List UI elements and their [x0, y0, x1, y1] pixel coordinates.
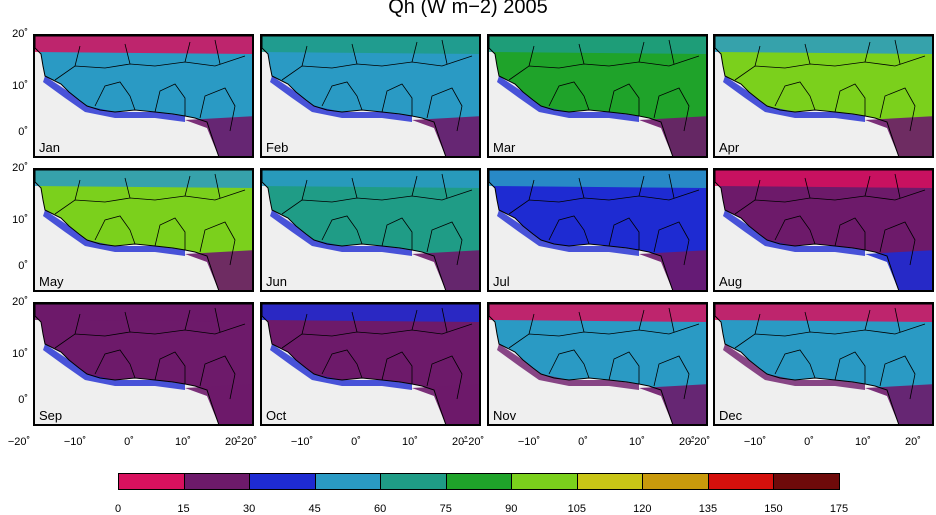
y-tick-label: 10˚ — [12, 214, 28, 226]
colorbar-label: 90 — [505, 503, 518, 515]
y-tick-label: 20˚ — [12, 296, 28, 308]
colorbar-label: 175 — [829, 503, 849, 515]
x-tick-label: 0˚ — [578, 436, 588, 448]
map-panel-jun: Jun — [260, 168, 481, 292]
month-label: Apr — [719, 140, 740, 155]
month-label: Jun — [266, 274, 287, 289]
colorbar-swatch — [773, 473, 840, 490]
y-tick-label: 10˚ — [12, 80, 28, 92]
month-label: Oct — [266, 408, 287, 423]
month-label: Aug — [719, 274, 743, 289]
month-label: Sep — [39, 408, 63, 423]
month-label: May — [39, 274, 64, 289]
map-panel-dec: Dec — [713, 302, 934, 426]
map-field — [35, 36, 252, 156]
map-field — [35, 170, 252, 290]
map-field — [715, 170, 932, 290]
x-tick-label: −10˚ — [290, 436, 314, 448]
colorbar-swatch — [380, 473, 447, 490]
x-tick-label: 20˚ — [225, 436, 241, 448]
colorbar-swatch — [511, 473, 578, 490]
colorbar-swatch — [118, 473, 185, 490]
map-panel-feb: Feb — [260, 34, 481, 158]
month-label: Dec — [719, 408, 743, 423]
y-tick-label: 10˚ — [12, 348, 28, 360]
month-label: Mar — [493, 140, 516, 155]
colorbar-swatch — [642, 473, 709, 490]
x-tick-label: 20˚ — [452, 436, 468, 448]
colorbar-label: 150 — [764, 503, 783, 515]
map-panel-may: May — [33, 168, 254, 292]
x-tick-label: 10˚ — [175, 436, 191, 448]
map-panel-jan: Jan — [33, 34, 254, 158]
x-tick-label: −10˚ — [63, 436, 87, 448]
colorbar-swatch — [249, 473, 316, 490]
colorbar-label: 135 — [698, 503, 718, 515]
map-field — [262, 36, 479, 156]
map-panel-sep: Sep — [33, 302, 254, 426]
map-panel-aug: Aug — [713, 168, 934, 292]
colorbar-label: 60 — [374, 503, 387, 515]
colorbar-label: 45 — [308, 503, 321, 515]
map-field — [715, 36, 932, 156]
colorbar-label: 15 — [177, 503, 190, 515]
map-panel-mar: Mar — [487, 34, 708, 158]
colorbar-label: 30 — [242, 503, 256, 515]
x-tick-label: −20˚ — [461, 436, 485, 448]
map-field — [262, 170, 479, 290]
month-label: Feb — [266, 140, 289, 155]
map-panel-jul: Jul — [487, 168, 708, 292]
map-field — [489, 170, 706, 290]
y-tick-label: 0˚ — [18, 126, 28, 138]
x-tick-label: 0˚ — [351, 436, 361, 448]
colorbar-label: 120 — [633, 503, 652, 515]
y-tick-label: 0˚ — [18, 260, 28, 272]
map-panel-nov: Nov — [487, 302, 708, 426]
colorbar-swatch — [183, 473, 251, 490]
x-tick-label: 20˚ — [905, 436, 921, 448]
map-panel-apr: Apr — [713, 34, 934, 158]
colorbar-swatch — [445, 473, 513, 490]
map-field — [715, 304, 932, 424]
colorbar-label: 105 — [567, 503, 586, 515]
x-tick-label: 10˚ — [402, 436, 418, 448]
x-tick-label: −10˚ — [517, 436, 541, 448]
month-label: Jan — [39, 140, 60, 155]
x-tick-label: −20˚ — [687, 436, 711, 448]
x-tick-label: −20˚ — [234, 436, 258, 448]
month-label: Nov — [493, 408, 517, 423]
y-tick-label: 0˚ — [18, 394, 28, 406]
x-tick-label: 20˚ — [679, 436, 695, 448]
colorbar-swatch — [314, 473, 382, 490]
figure-title: Qh (W m−2) 2005 — [388, 0, 548, 18]
x-tick-label: −10˚ — [743, 436, 767, 448]
x-tick-label: 10˚ — [629, 436, 645, 448]
colorbar-swatch — [576, 473, 644, 490]
map-panel-oct: Oct — [260, 302, 481, 426]
month-label: Jul — [493, 274, 510, 289]
x-tick-label: 0˚ — [804, 436, 814, 448]
x-tick-label: −20˚ — [7, 436, 31, 448]
map-field — [489, 304, 706, 424]
colorbar-label: 75 — [439, 503, 452, 515]
x-tick-label: 10˚ — [855, 436, 871, 448]
y-tick-label: 20˚ — [12, 162, 28, 174]
map-field — [262, 304, 479, 424]
map-field — [489, 36, 706, 156]
x-tick-label: 0˚ — [124, 436, 134, 448]
colorbar-label: 0 — [114, 503, 122, 515]
colorbar-swatch — [707, 473, 775, 490]
map-field — [35, 304, 252, 424]
y-tick-label: 20˚ — [12, 28, 28, 40]
